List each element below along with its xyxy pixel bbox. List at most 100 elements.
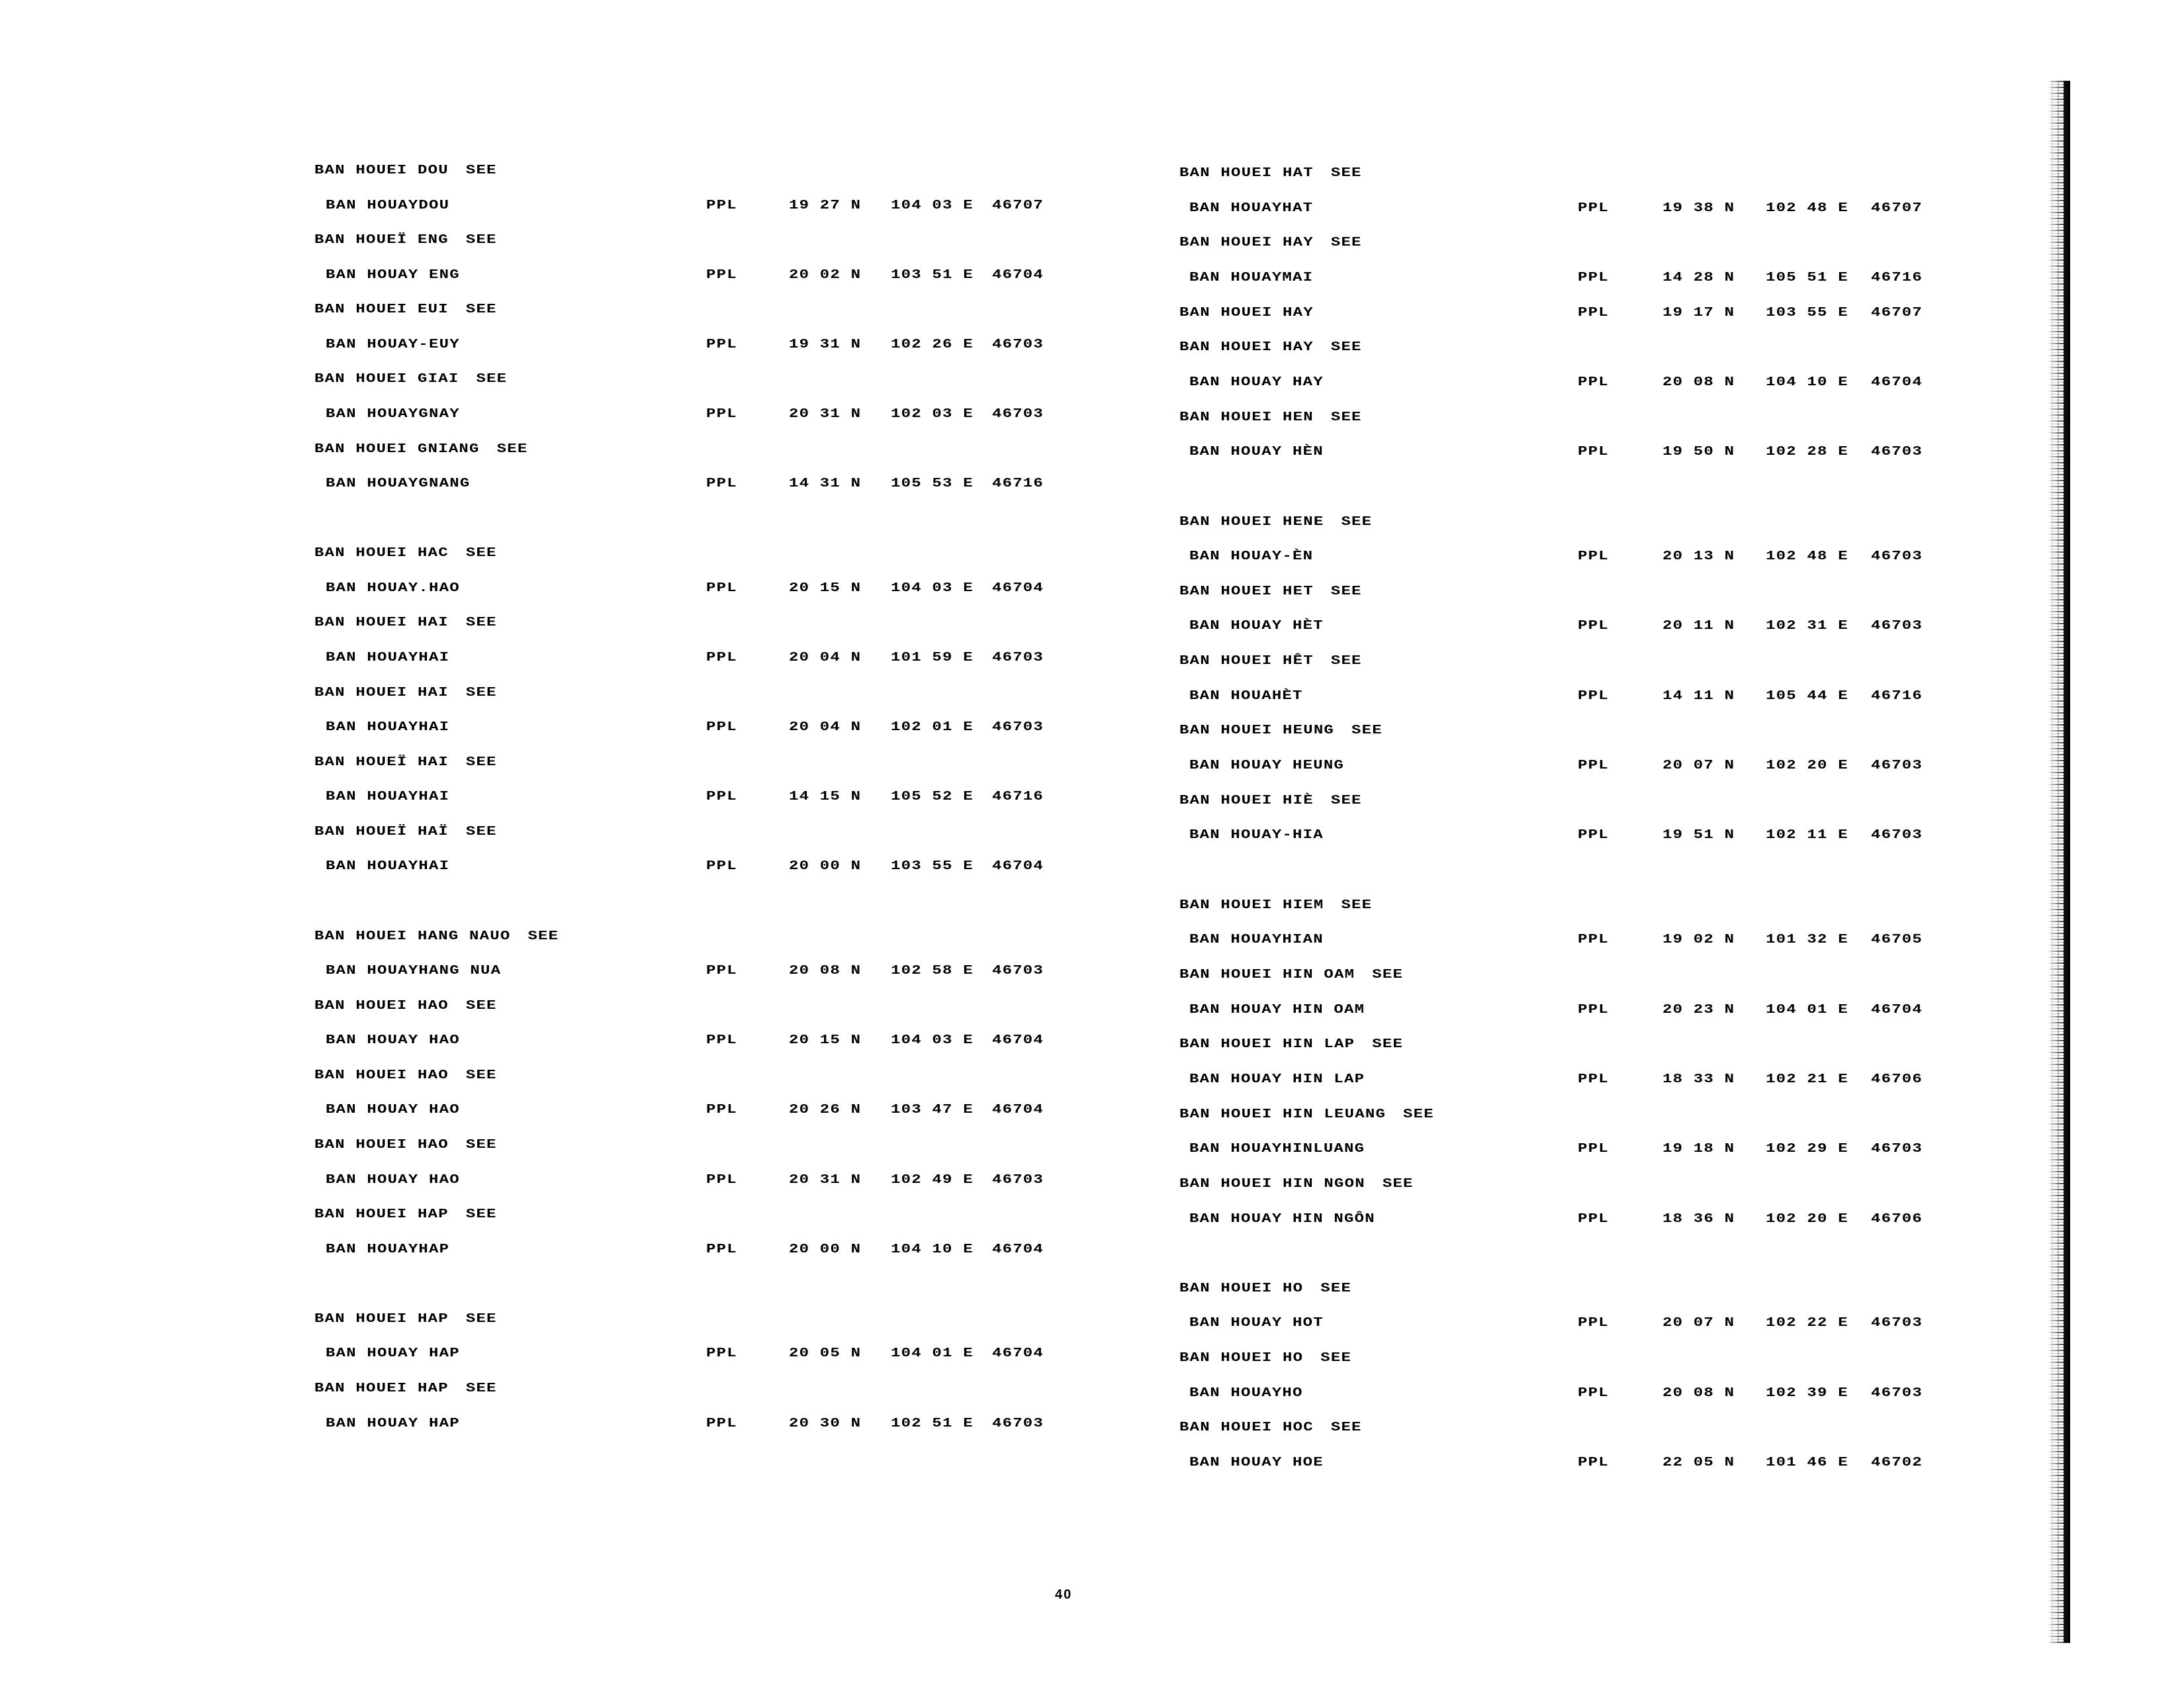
- entry-name-with-see: BAN HOUEI HO SEE: [1179, 1351, 1351, 1366]
- place-entry: BAN HOUAY-HIA PPL 19 51 N 102 11 E 46703: [0, 828, 2184, 843]
- latitude: 19 51 N: [1662, 827, 1735, 843]
- cross-reference-entry: BAN HOUEI HIN OAM SEE: [0, 967, 2184, 982]
- entry-name-with-see: BAN HOUEI HO SEE: [1179, 1281, 1351, 1296]
- entry-name: BAN HOUAYHAP: [326, 1242, 450, 1257]
- longitude: 103 55 E: [1766, 305, 1848, 320]
- latitude: 14 31 N: [789, 476, 862, 491]
- latitude: 20 23 N: [1662, 1002, 1735, 1017]
- latitude: 19 50 N: [1662, 444, 1735, 459]
- place-entry: BAN HOUAY HAO PPL 20 15 N 104 03 E 46704: [0, 1033, 2184, 1049]
- map-code: 46703: [992, 406, 1044, 422]
- see-label: SEE: [1341, 898, 1373, 913]
- entry-name: BAN HOUAHÈT: [1189, 688, 1303, 704]
- see-label: SEE: [476, 371, 508, 387]
- latitude: 14 15 N: [789, 789, 862, 804]
- entry-name: BAN HOUAY HIN LAP: [1189, 1072, 1365, 1087]
- see-label: SEE: [1330, 653, 1362, 669]
- place-entry: BAN HOUAYHANG NUA PPL 20 08 N 102 58 E 46703: [0, 964, 2184, 979]
- see-label: SEE: [465, 232, 497, 248]
- entry-name: BAN HOUEÏ HAI: [314, 755, 449, 770]
- entry-name-with-see: BAN HOUEÏ HAÏ SEE: [314, 824, 497, 839]
- entry-name: BAN HOUAY HEUNG: [1189, 758, 1345, 773]
- see-label: SEE: [465, 615, 497, 631]
- entry-name: BAN HOUEI HENE: [1179, 514, 1324, 530]
- feature-designation: PPL: [1578, 827, 1609, 843]
- latitude: 18 33 N: [1662, 1072, 1735, 1087]
- feature-designation: PPL: [706, 1033, 737, 1048]
- cross-reference-entry: BAN HOUEI HAY SEE: [0, 340, 2184, 355]
- map-code: 46704: [992, 1102, 1044, 1118]
- longitude: 102 29 E: [1766, 1141, 1848, 1156]
- feature-designation: PPL: [1578, 1002, 1609, 1017]
- feature-designation: PPL: [1578, 444, 1609, 459]
- cross-reference-entry: BAN HOUEI DOU SEE: [0, 164, 2184, 179]
- latitude: 20 00 N: [789, 859, 862, 874]
- entry-name: BAN HOUEI HAC: [314, 545, 449, 561]
- see-label: SEE: [1320, 1281, 1352, 1296]
- longitude: 105 51 E: [1766, 270, 1848, 285]
- see-label: SEE: [1330, 235, 1362, 250]
- latitude: 20 15 N: [789, 1033, 862, 1048]
- cross-reference-entry: BAN HOUEI HIÈ SEE: [0, 793, 2184, 808]
- entry-name: BAN HOUEI HAO: [314, 998, 449, 1013]
- latitude: 20 04 N: [789, 650, 862, 665]
- cross-reference-entry: BAN HOUEÏ ENG SEE: [0, 233, 2184, 248]
- see-label: SEE: [1330, 584, 1362, 599]
- entry-name-with-see: BAN HOUEI HÊT SEE: [1179, 654, 1362, 669]
- longitude: 104 03 E: [891, 198, 974, 213]
- entry-name: BAN HOUAY HIN OAM: [1189, 1002, 1365, 1017]
- entry-name: BAN HOUEI HANG NAUO: [314, 929, 511, 944]
- entry-name-with-see: BAN HOUEI HENE SEE: [1179, 514, 1372, 530]
- entry-name: BAN HOUEI HAY: [1179, 235, 1314, 250]
- latitude: 20 05 N: [789, 1346, 862, 1362]
- feature-designation: PPL: [706, 963, 737, 978]
- entry-name-with-see: BAN HOUEI GIAI SEE: [314, 372, 507, 387]
- longitude: 102 03 E: [891, 406, 974, 422]
- entry-name-with-see: BAN HOUEI HIEM SEE: [1179, 898, 1372, 913]
- map-code: 46707: [1871, 201, 1923, 216]
- entry-name: BAN HOUEI HAP: [314, 1207, 449, 1222]
- map-code: 46716: [1871, 688, 1923, 704]
- see-label: SEE: [1382, 1176, 1414, 1192]
- entry-name: BAN HOUEI HOC: [1179, 1420, 1314, 1436]
- feature-designation: PPL: [1578, 688, 1609, 704]
- entry-name: BAN HOUAY HAY: [1189, 375, 1324, 390]
- map-code: 46703: [992, 1172, 1044, 1188]
- place-entry: BAN HOUAY.HAO PPL 20 15 N 104 03 E 46704: [0, 581, 2184, 596]
- entry-name-with-see: BAN HOUEI HAI SEE: [314, 685, 497, 700]
- cross-reference-entry: BAN HOUEI HIEM SEE: [0, 898, 2184, 913]
- entry-name: BAN HOUEI HAO: [314, 1137, 449, 1152]
- place-entry: BAN HOUAYHO PPL 20 08 N 102 39 E 46703: [0, 1385, 2184, 1401]
- entry-name: BAN HOUEI HEN: [1179, 410, 1314, 425]
- place-entry: BAN HOUAY HIN OAM PPL 20 23 N 104 01 E 46704: [0, 1002, 2184, 1017]
- map-code: 46704: [992, 859, 1044, 874]
- see-label: SEE: [1330, 165, 1362, 181]
- entry-name: BAN HOUEI HIN NGON: [1179, 1176, 1365, 1192]
- longitude: 104 10 E: [1766, 375, 1848, 390]
- entry-name-with-see: BAN HOUEÏ ENG SEE: [314, 233, 497, 248]
- map-code: 46703: [1871, 618, 1923, 634]
- entry-name: BAN HOUEÏ HAÏ: [314, 824, 449, 839]
- entry-name-with-see: BAN HOUEI HAP SEE: [314, 1311, 497, 1327]
- entry-name: BAN HOUEÏ ENG: [314, 232, 449, 248]
- cross-reference-entry: BAN HOUEI HAY SEE: [0, 236, 2184, 251]
- map-code: 46707: [992, 198, 1044, 213]
- entry-name: BAN HOUAY HOE: [1189, 1455, 1324, 1470]
- latitude: 20 30 N: [789, 1416, 862, 1431]
- entry-name-with-see: BAN HOUEI EUI SEE: [314, 303, 497, 318]
- place-entry: BAN HOUAYHAI PPL 20 04 N 102 01 E 46703: [0, 720, 2184, 735]
- latitude: 19 17 N: [1662, 305, 1735, 320]
- see-label: SEE: [465, 1137, 497, 1152]
- entry-name: BAN HOUEI HEUNG: [1179, 723, 1335, 739]
- entry-name: BAN HOUEI GNIANG: [314, 442, 480, 457]
- entry-name: BAN HOUAYHINLUANG: [1189, 1141, 1365, 1156]
- entry-name: BAN HOUAYHAI: [326, 650, 450, 665]
- entry-name: BAN HOUAY HAO: [326, 1102, 460, 1118]
- feature-designation: PPL: [706, 859, 737, 874]
- entry-name: BAN HOUAY ENG: [326, 267, 460, 283]
- feature-designation: PPL: [706, 720, 737, 735]
- entry-name: BAN HOUEI HIN OAM: [1179, 967, 1355, 982]
- entry-name: BAN HOUEI EUI: [314, 302, 449, 317]
- place-entry: BAN HOUAY HÈT PPL 20 11 N 102 31 E 46703: [0, 619, 2184, 634]
- see-label: SEE: [465, 1207, 497, 1222]
